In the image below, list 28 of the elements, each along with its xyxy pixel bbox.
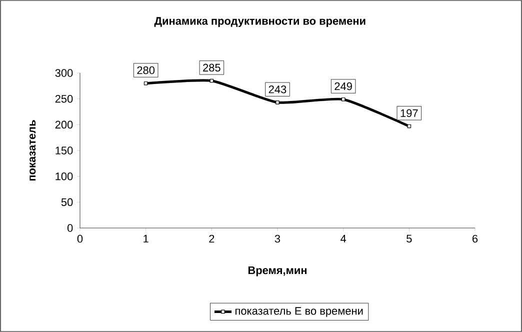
y-tick-label: 100 [56,172,73,180]
legend-label: показатель E во времени [236,307,363,317]
y-tick-label: 250 [55,94,73,103]
chart-title: Динамика продуктивности во времени [154,17,366,27]
x-tick-label: 3 [274,234,280,243]
y-tick-label: 200 [55,120,73,129]
point [144,81,148,86]
data-label: 243 [268,86,286,94]
data-label: 249 [334,82,352,90]
data-label: 280 [137,66,155,74]
x-tick-label: 0 [77,234,83,243]
y-axis-title: показатель [30,120,36,181]
x-tick-label: 2 [209,234,214,243]
x-tick-label: 6 [472,234,478,243]
y-tick-label: 300 [55,69,73,77]
y-tick-label: 0 [67,224,73,232]
y-tick-label: 50 [61,198,73,206]
point [407,124,412,128]
x-tick-label: 1 [144,234,148,242]
x-axis-title: Время,мин [248,266,307,276]
x-tick-label: 5 [406,234,412,243]
x-tick-label: 4 [340,234,346,242]
data-label: 285 [203,64,220,72]
point [341,97,346,102]
point [276,100,280,104]
y-tick-label: 150 [56,146,73,154]
data-label: 197 [400,109,418,118]
point [210,78,214,83]
